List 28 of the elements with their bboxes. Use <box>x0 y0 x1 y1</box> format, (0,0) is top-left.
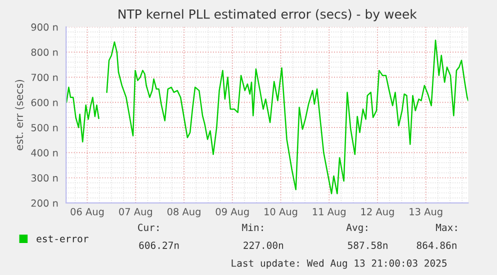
y-tick-label: 500 n <box>31 124 58 132</box>
text: Avg: <box>346 224 368 233</box>
y-tick-label: 800 n <box>31 48 58 56</box>
y-tick-label: 900 n <box>31 23 58 31</box>
text: 227.00n <box>244 242 284 249</box>
x-tick-label: 10 Aug <box>264 208 298 218</box>
y-axis-title: est. err (secs) <box>15 80 24 150</box>
chart-title: NTP kernel PLL estimated error (secs) - by week <box>118 9 417 22</box>
y-tick-label: 400 n <box>31 149 58 156</box>
text: 606.27n <box>139 242 179 249</box>
x-tick-label: 09 Aug <box>216 208 249 218</box>
x-tick-label: 08 Aug <box>167 208 200 218</box>
y-tick-label: 600 n <box>31 98 58 106</box>
y-tick-label: 200 n <box>31 199 58 207</box>
y-tick-label: 300 n <box>31 174 58 182</box>
x-tick-label: 13 Aug <box>410 208 442 218</box>
text: 587.58n <box>348 242 388 249</box>
text: Last update: Wed Aug 13 21:00:03 2025 <box>232 259 447 269</box>
x-tick-label: 12 Aug <box>361 208 394 218</box>
text: 864.86n <box>416 242 456 249</box>
y-tick-label: 700 n <box>31 74 58 82</box>
text: Max: <box>436 224 457 232</box>
legend-label: est-error <box>36 235 88 242</box>
text: Cur: <box>138 224 158 232</box>
x-tick-label: 11 Aug <box>312 208 346 218</box>
x-tick-label: 06 Aug <box>70 208 104 218</box>
x-tick-label: 07 Aug <box>119 208 152 218</box>
text: Min: <box>242 224 263 231</box>
